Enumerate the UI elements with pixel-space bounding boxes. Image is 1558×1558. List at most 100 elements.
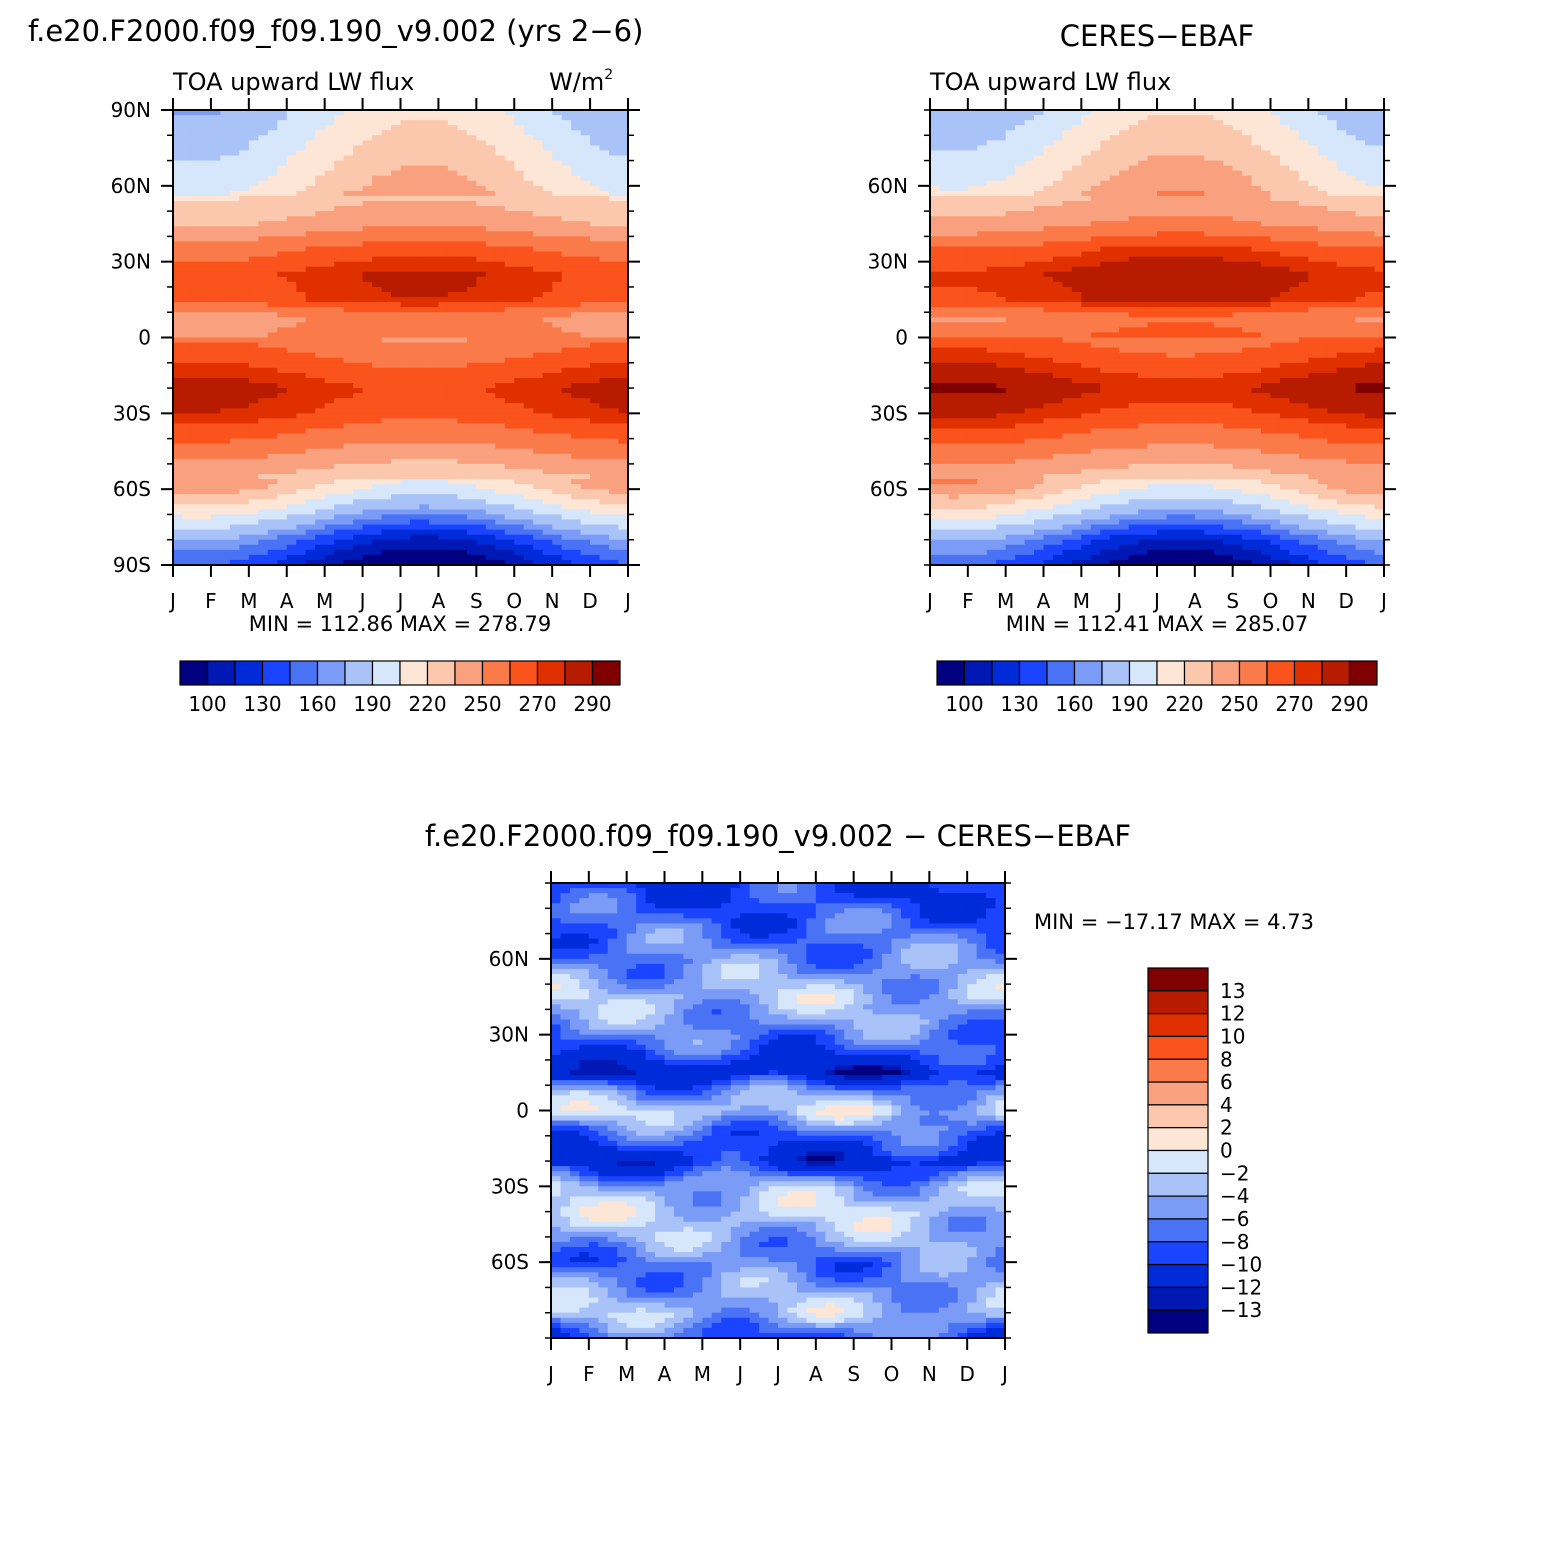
model-field-cell: [599, 165, 610, 172]
model-field-cell: [476, 362, 487, 369]
model-field-cell: [447, 160, 458, 167]
model-field-cell: [248, 226, 259, 232]
model-field-cell: [220, 317, 231, 323]
model-field-cell: [391, 489, 402, 495]
model-field-cell: [428, 504, 440, 510]
model-field-cell: [239, 413, 250, 419]
model-field-cell: [599, 236, 610, 243]
model-field-cell: [590, 292, 601, 298]
model-colorbar-box: [426, 660, 456, 686]
model-field-cell: [248, 297, 259, 303]
model-field-cell: [561, 372, 572, 379]
model-field-cell: [258, 165, 269, 172]
obs-field-cell: [1327, 120, 1338, 126]
model-field-cell: [296, 357, 307, 364]
model-field-cell: [590, 448, 601, 455]
model-field-cell: [229, 484, 240, 490]
model-field-cell: [201, 211, 212, 217]
model-field-cell: [173, 150, 184, 157]
model-field-cell: [590, 514, 601, 521]
obs-field-cell: [1355, 155, 1366, 162]
model-field-cell: [343, 206, 354, 212]
model-field-cell: [343, 463, 354, 470]
model-field-cell: [466, 170, 477, 177]
model-y-tick-label: 60S: [113, 477, 151, 501]
obs-field-cell: [1279, 115, 1291, 121]
model-field-cell: [210, 448, 221, 455]
model-field-cell: [599, 246, 610, 253]
model-field-cell: [514, 110, 525, 116]
model-field-cell: [428, 241, 440, 248]
model-field-cell: [428, 286, 440, 293]
model-field-cell: [618, 261, 628, 268]
model-field-cell: [533, 226, 544, 232]
model-field-cell: [229, 418, 240, 425]
model-field-cell: [428, 120, 440, 126]
model-field-cell: [334, 185, 345, 192]
model-field-cell: [239, 342, 250, 349]
model-field-cell: [258, 160, 269, 167]
model-field-cell: [609, 281, 620, 288]
model-field-cell: [495, 514, 506, 521]
obs-field-cell: [1128, 140, 1139, 146]
model-field-cell: [201, 175, 212, 182]
model-field-cell: [182, 383, 193, 389]
model-field-cell: [173, 281, 184, 288]
obs-field-cell: [1213, 135, 1224, 141]
model-field-cell: [523, 337, 534, 344]
model-field-cell: [514, 120, 525, 126]
model-field-cell: [296, 559, 307, 565]
obs-field-cell: [1279, 120, 1291, 126]
model-field-cell: [542, 408, 553, 414]
obs-field-cell: [967, 110, 978, 116]
model-field-cell: [201, 509, 212, 516]
model-field-cell: [210, 322, 221, 328]
model-field-cell: [476, 130, 487, 136]
model-field-cell: [599, 206, 610, 212]
model-field-cell: [495, 241, 506, 248]
model-field-cell: [286, 489, 297, 495]
model-field-cell: [173, 307, 184, 313]
model-field-cell: [315, 453, 326, 460]
model-field-cell: [618, 170, 628, 177]
model-field-cell: [182, 312, 193, 318]
model-field-cell: [220, 524, 231, 531]
model-field-cell: [400, 367, 411, 374]
model-field-cell: [438, 216, 449, 222]
model-field-cell: [533, 241, 544, 248]
model-field-cell: [210, 256, 221, 263]
model-field-cell: [504, 327, 515, 334]
model-field-cell: [324, 438, 335, 445]
model-field-cell: [571, 484, 582, 490]
model-field-cell: [201, 135, 212, 141]
obs-field-cell: [1062, 155, 1073, 162]
model-field-cell: [599, 372, 610, 379]
obs-field-cell: [1119, 110, 1130, 116]
model-field-cell: [229, 246, 240, 253]
model-field-cell: [523, 327, 534, 334]
model-field-cell: [552, 271, 563, 278]
model-field-cell: [353, 519, 364, 526]
model-field-cell: [296, 170, 307, 177]
model-field-cell: [447, 145, 458, 152]
model-field-cell: [428, 221, 440, 227]
model-field-cell: [428, 352, 440, 359]
model-field-cell: [258, 170, 269, 177]
model-field-cell: [182, 241, 193, 248]
obs-field-cell: [1128, 120, 1139, 126]
model-field-cell: [286, 337, 297, 344]
model-field-cell: [324, 494, 335, 500]
obs-field-cell: [1194, 110, 1205, 116]
model-field-cell: [286, 251, 297, 258]
model-field-cell: [514, 292, 525, 298]
model-field-cell: [504, 276, 515, 283]
model-x-tick-label: S: [470, 589, 483, 613]
model-field-cell: [296, 266, 307, 273]
model-field-cell: [248, 499, 259, 505]
model-field-cell: [173, 347, 184, 354]
model-field-cell: [485, 398, 496, 404]
model-field-cell: [220, 413, 231, 419]
model-field-cell: [372, 377, 383, 384]
model-field-cell: [485, 160, 496, 167]
